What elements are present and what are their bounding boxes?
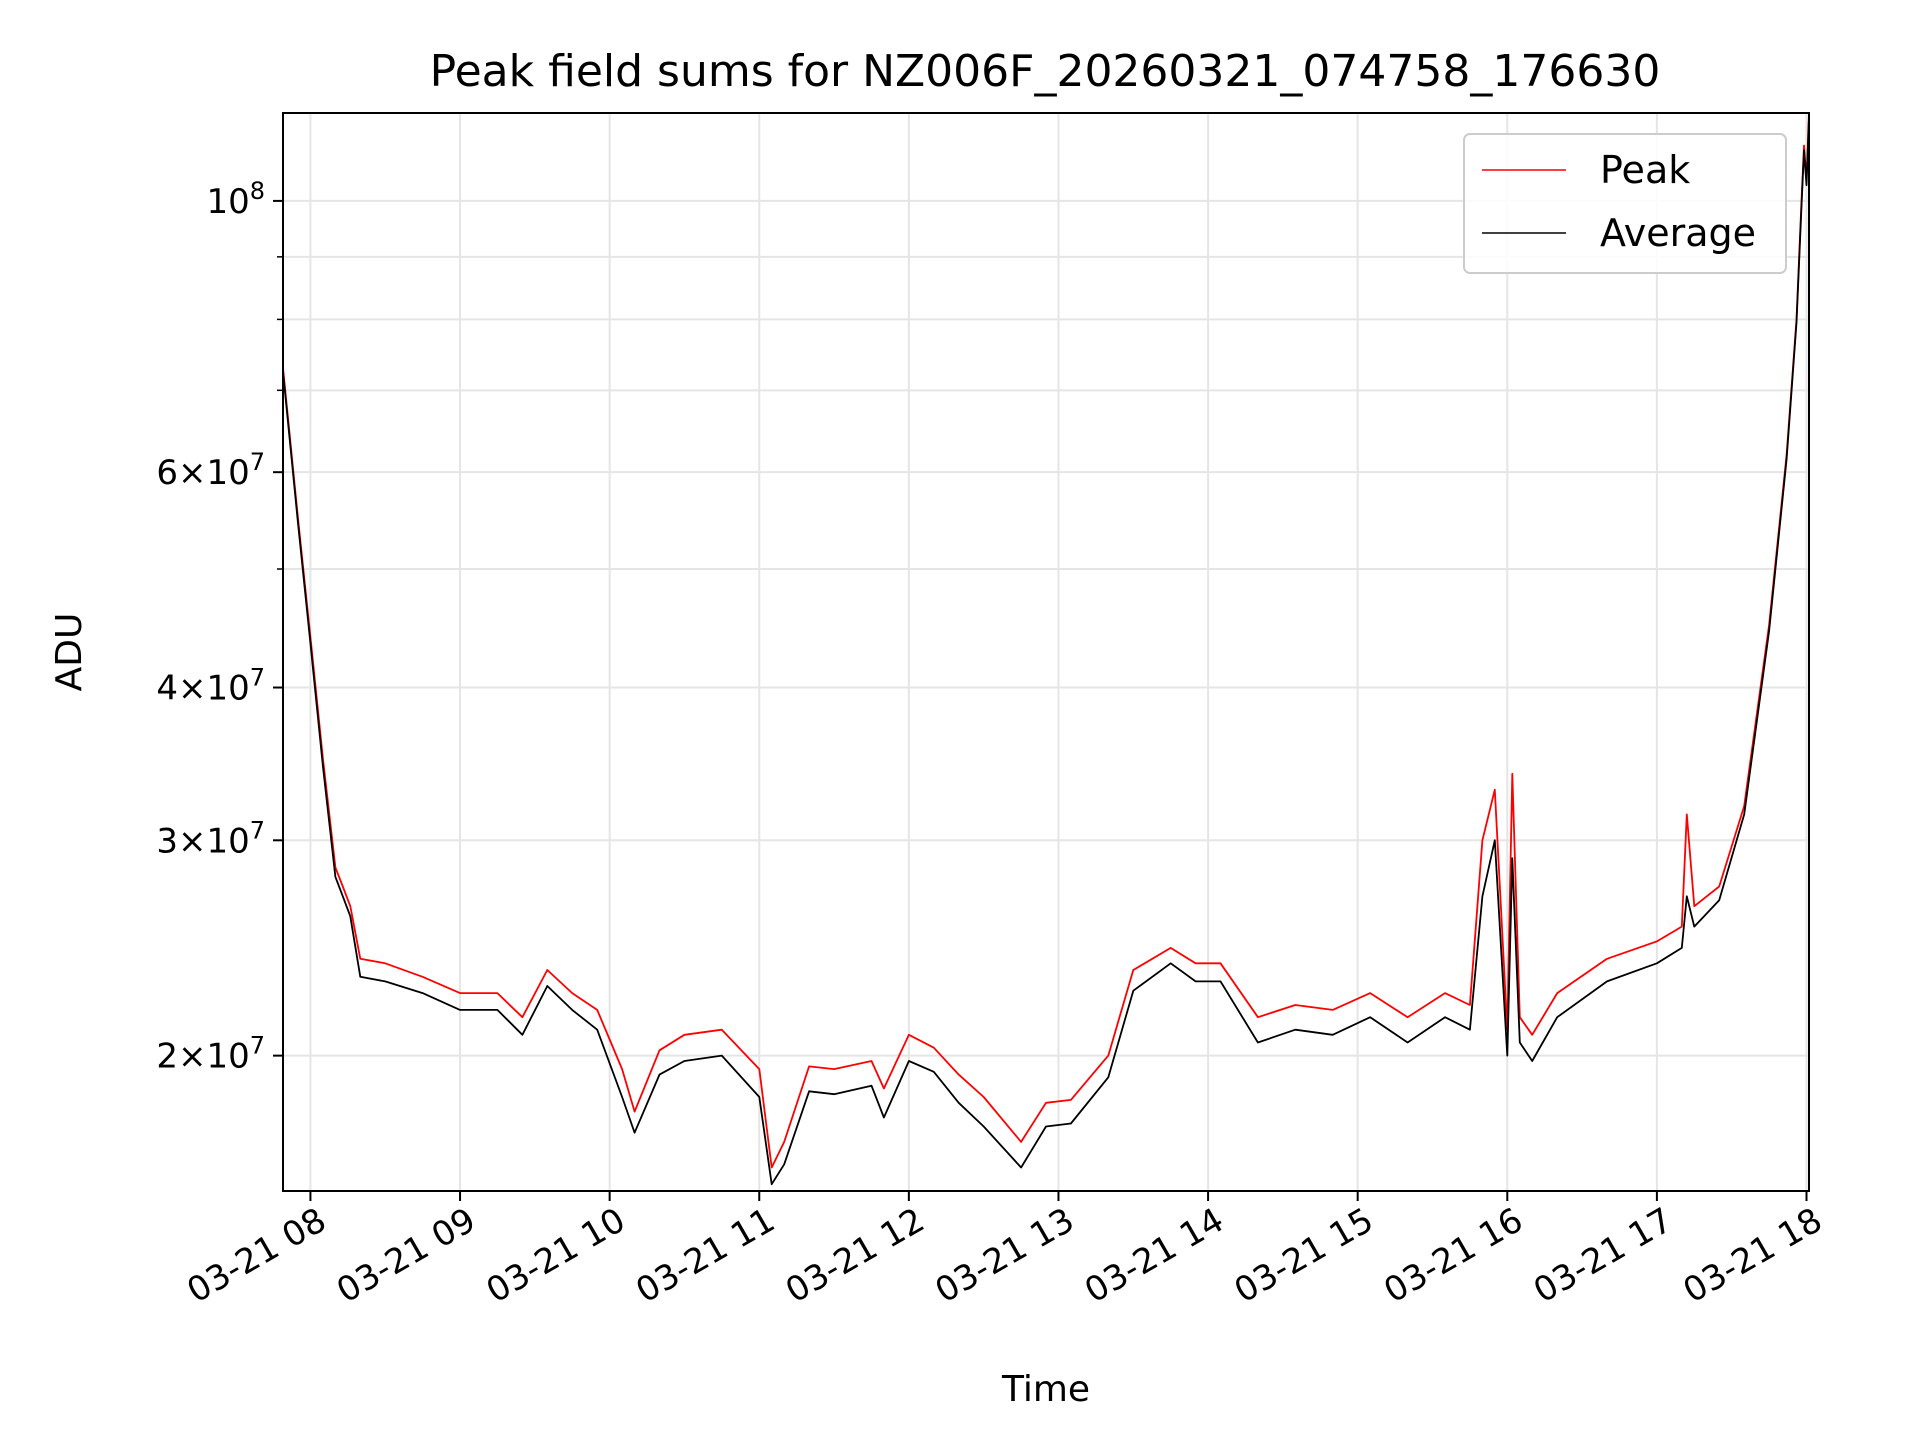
y-tick-label: 6×107: [156, 448, 265, 493]
plot-frame: [282, 112, 1810, 1192]
series-line-peak: [283, 113, 1809, 1169]
x-axis-label: Time: [1001, 1369, 1090, 1410]
y-tick-label: 4×107: [156, 664, 265, 709]
legend: Peak Average: [1463, 133, 1787, 274]
legend-box: [1463, 133, 1787, 274]
series-lines: [283, 113, 1809, 1186]
y-tick-label: 2×107: [156, 1032, 265, 1077]
chart-title: Peak field sums for NZ006F_20260321_0747…: [430, 46, 1661, 97]
y-tick-label: 3×107: [156, 816, 265, 861]
legend-label-average: Average: [1600, 211, 1756, 255]
legend-label-peak: Peak: [1600, 148, 1690, 192]
y-axis-label: ADU: [49, 613, 90, 692]
series-line-average: [283, 117, 1809, 1186]
